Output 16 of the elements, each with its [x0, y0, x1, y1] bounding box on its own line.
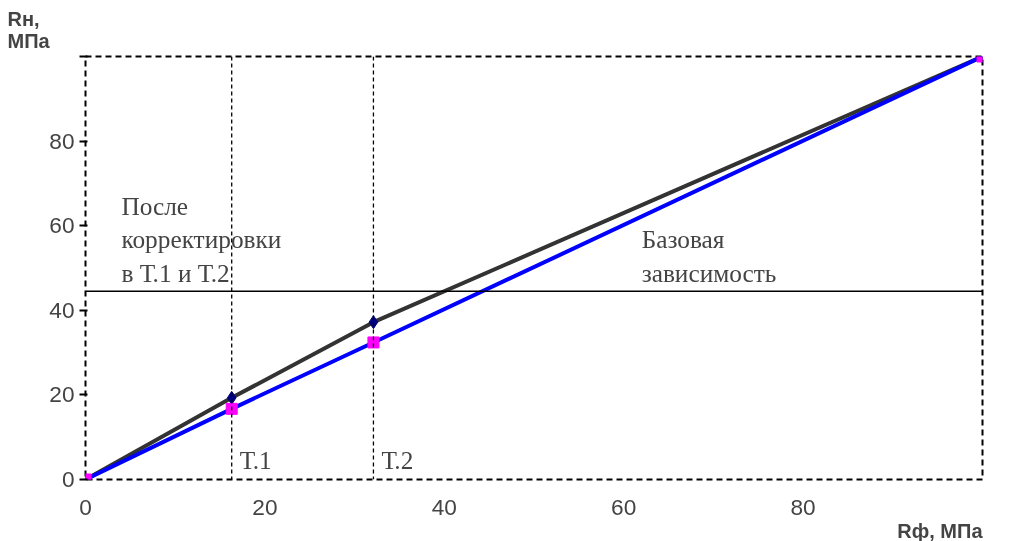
y-tick-label: 60: [49, 212, 75, 239]
x-tick-label: 80: [790, 493, 816, 520]
annotation: Базовая зависимость: [641, 225, 777, 288]
y-tick-label: 80: [49, 127, 75, 154]
y-tick-label: 0: [61, 466, 75, 492]
y-tick-label: 20: [49, 381, 75, 408]
x-axis-title: Rф, МПа: [897, 519, 984, 541]
ref-line-label: Т.1: [239, 445, 272, 474]
x-tick-label: 40: [431, 493, 457, 520]
x-tick-label: 0: [79, 493, 92, 520]
annotation: После корректировки в Т.1 и Т.2: [121, 191, 282, 288]
x-tick-label: 20: [252, 493, 278, 520]
ref-line-label: Т.2: [381, 445, 414, 474]
y-tick-label: 40: [49, 296, 75, 323]
x-tick-label: 60: [611, 493, 637, 520]
y-axis-title: Rн, МПа: [7, 7, 51, 52]
